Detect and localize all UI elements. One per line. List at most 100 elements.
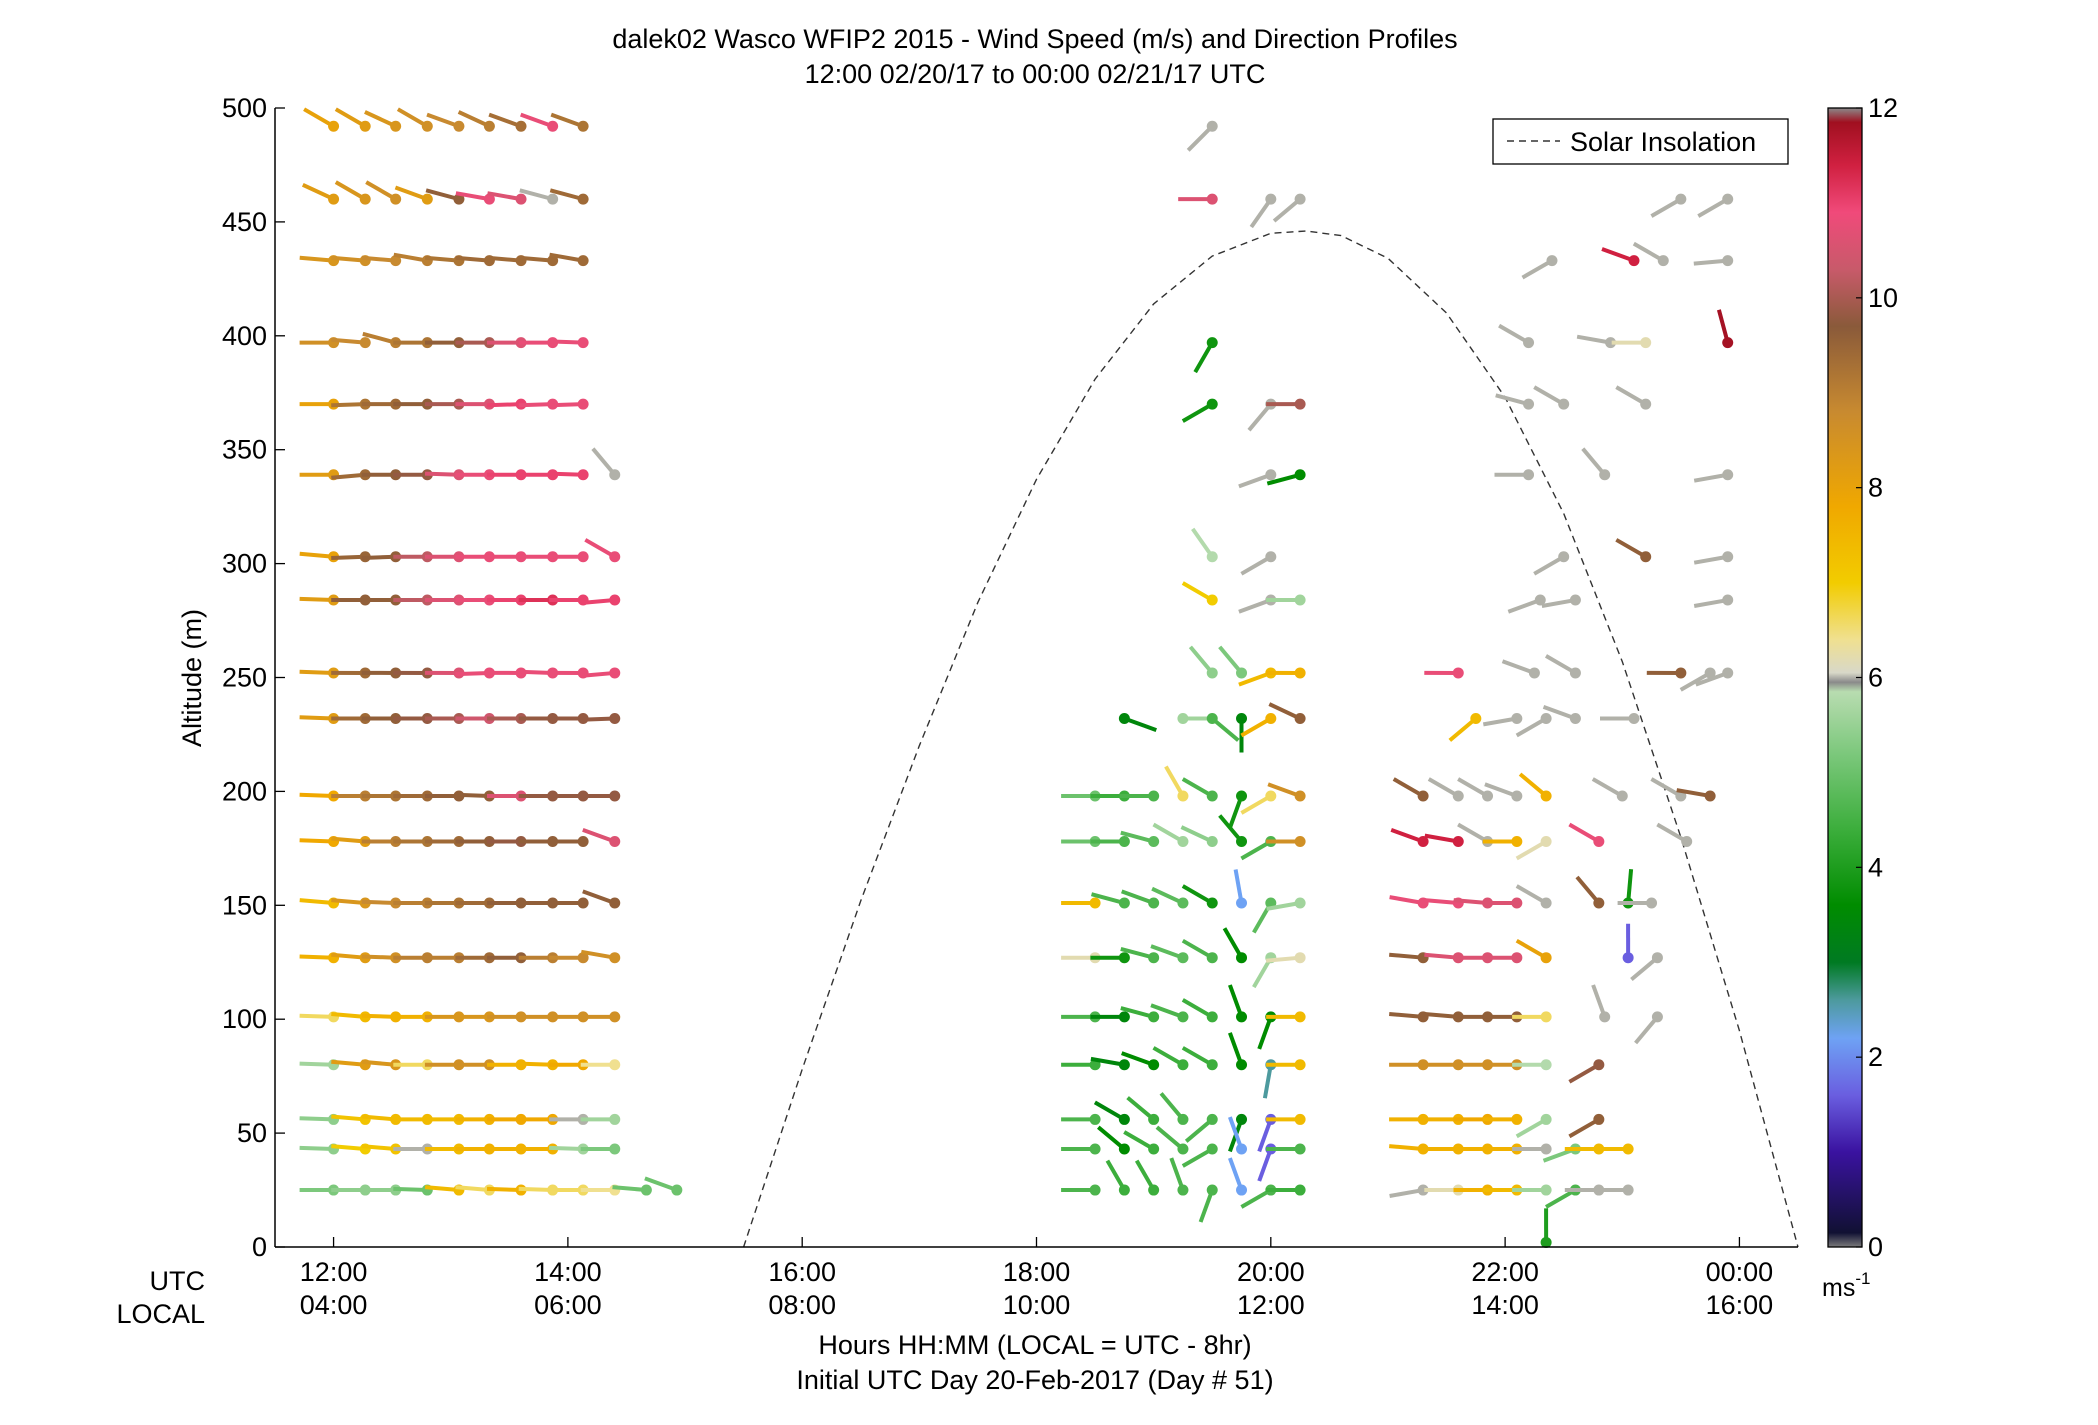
wind-vector <box>1650 193 1687 218</box>
wind-vector <box>1266 836 1306 848</box>
wind-vector <box>396 107 433 132</box>
wind-vector-point <box>1294 897 1306 909</box>
wind-vector <box>1533 385 1570 410</box>
wind-vector-stick <box>424 471 459 477</box>
wind-vector-point <box>1470 713 1482 725</box>
wind-vector-point <box>1511 836 1523 848</box>
wind-vector-stick <box>1389 952 1424 960</box>
wind-vector-stick <box>1630 956 1659 982</box>
wind-vector-point <box>1540 836 1552 848</box>
wind-vector <box>612 1184 652 1196</box>
wind-vector <box>1090 836 1130 848</box>
wind-vector <box>1266 398 1306 410</box>
wind-vector-point <box>421 193 433 205</box>
wind-vector-stick <box>1218 814 1244 843</box>
wind-vector <box>644 1176 683 1196</box>
wind-vector <box>580 790 621 802</box>
wind-vector-point <box>1616 790 1628 802</box>
wind-vector <box>1512 1143 1552 1155</box>
wind-vector-point <box>1540 713 1552 725</box>
wind-vector-stick <box>1389 1012 1424 1019</box>
wind-vector-point <box>1206 790 1218 802</box>
wind-vector <box>1482 1113 1523 1125</box>
wind-vector-point <box>609 952 621 964</box>
wind-vector-point <box>609 897 621 909</box>
wind-vector-point <box>1523 469 1535 481</box>
wind-vector-point <box>1148 1184 1160 1196</box>
wind-vector-point <box>1511 713 1523 725</box>
wind-vector <box>549 551 589 563</box>
wind-vector <box>1061 1113 1101 1125</box>
wind-vector-point <box>1294 469 1306 481</box>
wind-vector-point <box>577 469 589 481</box>
wind-vector-point <box>1236 1011 1248 1023</box>
y-tick-label: 150 <box>222 890 267 920</box>
wind-vector <box>334 107 371 132</box>
wind-vector <box>1693 551 1734 565</box>
wind-vector-stick <box>1389 895 1424 905</box>
wind-vector-stick <box>486 402 522 408</box>
wind-vector-point <box>1236 836 1248 848</box>
wind-vector-point <box>577 193 589 205</box>
wind-vector-stick <box>1093 1100 1126 1122</box>
wind-vector-stick <box>1228 984 1244 1018</box>
wind-vector-stick <box>1266 472 1301 486</box>
wind-vector-stick <box>1181 1147 1214 1168</box>
wind-vector-point <box>1206 667 1218 679</box>
wind-vector-point <box>1089 1113 1101 1125</box>
wind-vector-point <box>1294 713 1306 725</box>
wind-vector-stick <box>361 554 396 560</box>
wind-vector <box>1716 309 1734 349</box>
wind-vector <box>1178 193 1218 205</box>
wind-vector-stick <box>331 952 366 960</box>
wind-vector-stick <box>518 669 553 675</box>
wind-vector-stick <box>299 1145 334 1152</box>
wind-vector-point <box>1206 551 1218 563</box>
wind-vector-stick <box>1181 402 1214 423</box>
wind-vector <box>1679 667 1716 692</box>
wind-vector-stick <box>1120 946 1155 960</box>
wind-vector <box>1599 713 1640 725</box>
wind-vector-point <box>1294 398 1306 410</box>
wind-vector-point <box>1540 1236 1552 1248</box>
wind-vector <box>1611 337 1652 349</box>
wind-vector-point <box>1417 790 1429 802</box>
wind-vector-stick <box>1448 716 1478 742</box>
wind-vector-point <box>1722 551 1734 563</box>
wind-vector-point <box>1236 1184 1248 1196</box>
wind-vector <box>1521 255 1558 280</box>
wind-vector <box>549 252 589 267</box>
wind-vector-stick <box>299 838 334 844</box>
wind-vector-stick <box>331 554 366 560</box>
x-tick-label-local: 10:00 <box>1003 1290 1071 1320</box>
wind-vector-point <box>1206 193 1218 205</box>
solar-insolation-curve <box>742 230 1799 1248</box>
y-axis-label: Altitude (m) <box>177 609 207 747</box>
y-tick-label: 50 <box>237 1118 267 1148</box>
wind-vector-stick <box>1186 124 1214 152</box>
wind-vector-point <box>1540 1011 1552 1023</box>
wind-vector-stick <box>424 1185 460 1193</box>
wind-vector <box>1164 765 1189 802</box>
wind-vector <box>331 337 371 349</box>
wind-vector-stick <box>1238 598 1272 614</box>
wind-vector-point <box>1640 398 1652 410</box>
wind-vector-point <box>1206 594 1218 606</box>
wind-vector <box>1542 705 1581 725</box>
wind-vector-stick <box>1228 795 1244 829</box>
wind-vector-stick <box>425 188 460 202</box>
wind-vector <box>455 191 495 205</box>
wind-vector <box>1541 594 1581 608</box>
wind-vector-stick <box>1424 833 1459 844</box>
wind-vector-stick <box>1676 788 1711 798</box>
wind-vector <box>1152 1046 1189 1071</box>
wind-vector <box>1424 667 1464 679</box>
wind-vector-stick <box>1650 197 1682 218</box>
wind-vector <box>1120 946 1160 964</box>
wind-vector <box>549 398 589 410</box>
wind-vector-stick <box>1262 1064 1273 1099</box>
y-tick-label: 0 <box>252 1232 267 1262</box>
wind-vector-stick <box>1090 892 1125 905</box>
wind-vector <box>1266 1184 1306 1196</box>
wind-vector-stick <box>580 949 616 960</box>
